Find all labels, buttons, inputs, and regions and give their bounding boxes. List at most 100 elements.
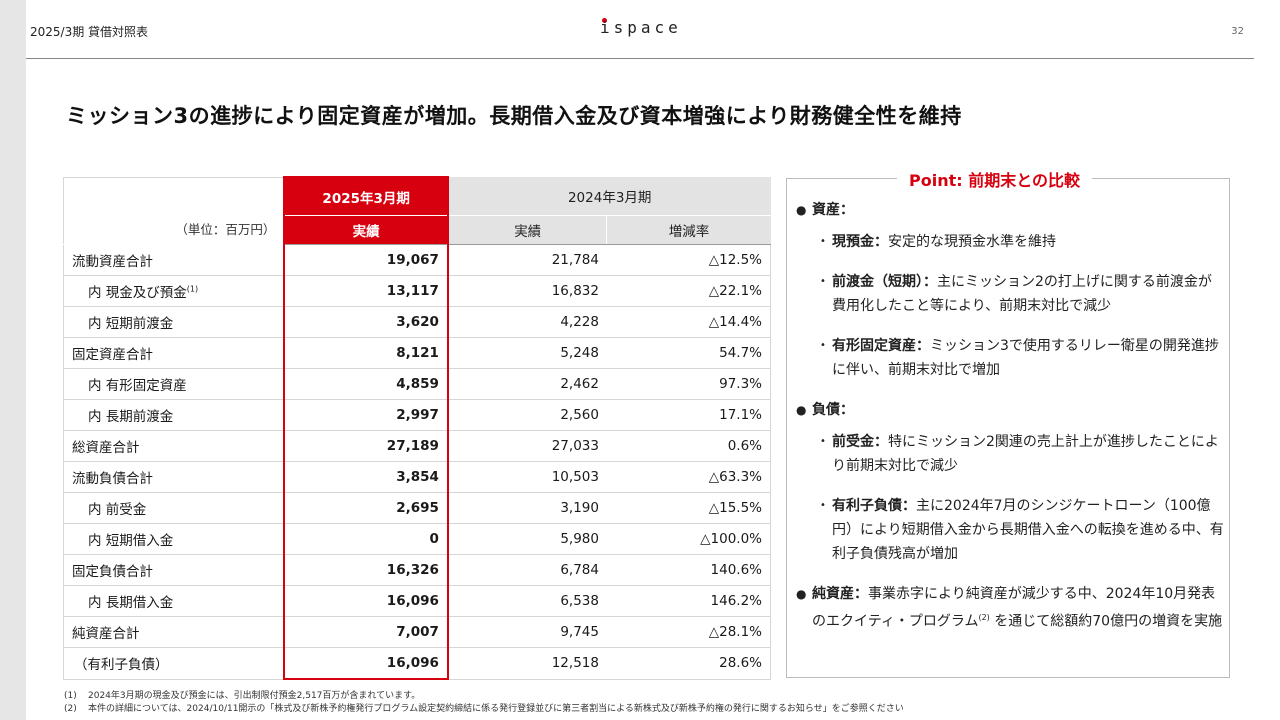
prior-value: 6,784 bbox=[447, 554, 607, 586]
current-value: 0 bbox=[283, 523, 449, 555]
table-row: 内 長期前渡金 2,997 2,560 17.1% bbox=[63, 399, 771, 431]
prior-value: 5,248 bbox=[447, 337, 607, 369]
prior-value: 2,462 bbox=[447, 368, 607, 400]
row-label: 固定資産合計 bbox=[63, 337, 285, 369]
change-value: 140.6% bbox=[606, 554, 771, 586]
row-label: 内 短期借入金 bbox=[63, 523, 285, 555]
current-value: 2,695 bbox=[283, 492, 449, 524]
prior-value: 21,784 bbox=[447, 244, 607, 276]
row-label: 総資産合計 bbox=[63, 430, 285, 462]
change-value: 54.7% bbox=[606, 337, 771, 369]
current-value: 16,096 bbox=[283, 585, 449, 617]
prior-value: 3,190 bbox=[447, 492, 607, 524]
table-row: 内 現金及び預金(1) 13,117 16,832 △22.1% bbox=[63, 275, 771, 307]
equity-bullet: ● 純資産：事業赤字により純資産が減少する中、2024年10月発表のエクイティ・… bbox=[796, 582, 1224, 634]
left-accent-bar bbox=[0, 0, 26, 720]
section-label: 2025/3期 貸借対照表 bbox=[30, 25, 149, 39]
row-label: 流動負債合計 bbox=[63, 461, 285, 493]
current-value: 16,096 bbox=[283, 647, 449, 680]
current-value: 19,067 bbox=[283, 244, 449, 276]
table-row: 流動資産合計 19,067 21,784 △12.5% bbox=[63, 244, 771, 276]
bullet-dot-icon: ● bbox=[796, 203, 807, 217]
current-value: 16,326 bbox=[283, 554, 449, 586]
change-value: 17.1% bbox=[606, 399, 771, 431]
row-label: 内 短期前渡金 bbox=[63, 306, 285, 338]
assets-sub-item: • 現預金：安定的な現預金水準を維持 bbox=[796, 230, 1224, 254]
table-row: 内 前受金 2,695 3,190 △15.5% bbox=[63, 492, 771, 524]
sub-bullet-icon: • bbox=[820, 436, 826, 447]
change-value: △15.5% bbox=[606, 492, 771, 524]
company-logo: ispace bbox=[600, 18, 682, 37]
change-value: △12.5% bbox=[606, 244, 771, 276]
prior-value: 12,518 bbox=[447, 647, 607, 680]
period-prior-header: 2024年3月期 bbox=[447, 177, 771, 216]
point-title: Point: 前期末との比較 bbox=[897, 167, 1093, 191]
row-label: 内 現金及び預金(1) bbox=[63, 275, 285, 307]
table-row: 内 短期借入金 0 5,980 △100.0% bbox=[63, 523, 771, 555]
row-label: 内 有形固定資産 bbox=[63, 368, 285, 400]
sub-bullet-icon: • bbox=[820, 236, 826, 247]
prior-value: 16,832 bbox=[447, 275, 607, 307]
current-value: 3,620 bbox=[283, 306, 449, 338]
row-label: 流動資産合計 bbox=[63, 244, 285, 276]
logo-dot-icon bbox=[602, 18, 607, 23]
balance-sheet-table: （単位：百万円） 2025年3月期 2024年3月期 実績 実績 増減率 流動資… bbox=[63, 176, 771, 680]
bullet-dot-icon: ● bbox=[796, 403, 807, 417]
sub-bullet-icon: • bbox=[820, 340, 826, 351]
current-value: 2,997 bbox=[283, 399, 449, 431]
sub-bullet-icon: • bbox=[820, 500, 826, 511]
assets-sub-item: • 有形固定資産：ミッション3で使用するリレー衛星の開発進捗に伴い、前期末対比で増… bbox=[796, 334, 1224, 382]
row-label: 内 前受金 bbox=[63, 492, 285, 524]
table-row: 内 短期前渡金 3,620 4,228 △14.4% bbox=[63, 306, 771, 338]
prior-value: 5,980 bbox=[447, 523, 607, 555]
actual-prior-header: 実績 bbox=[447, 215, 608, 245]
row-label: 内 長期前渡金 bbox=[63, 399, 285, 431]
liabilities-sub-item: • 有利子負債：主に2024年7月のシンジケートローン（100億円）により短期借入… bbox=[796, 494, 1224, 566]
actual-current-header: 実績 bbox=[283, 215, 449, 245]
prior-value: 6,538 bbox=[447, 585, 607, 617]
prior-value: 10,503 bbox=[447, 461, 607, 493]
prior-value: 9,745 bbox=[447, 616, 607, 648]
prior-value: 2,560 bbox=[447, 399, 607, 431]
current-value: 4,859 bbox=[283, 368, 449, 400]
change-value: △100.0% bbox=[606, 523, 771, 555]
change-value: △22.1% bbox=[606, 275, 771, 307]
prior-value: 27,033 bbox=[447, 430, 607, 462]
prior-value: 4,228 bbox=[447, 306, 607, 338]
current-value: 7,007 bbox=[283, 616, 449, 648]
table-row: 純資産合計 7,007 9,745 △28.1% bbox=[63, 616, 771, 648]
change-value: 146.2% bbox=[606, 585, 771, 617]
footnote-2: (2) 本件の詳細については、2024/10/11開示の「株式及び新株予約権発行プ… bbox=[64, 704, 904, 714]
row-label: 固定負債合計 bbox=[63, 554, 285, 586]
sub-bullet-icon: • bbox=[820, 276, 826, 287]
change-value: △14.4% bbox=[606, 306, 771, 338]
current-value: 8,121 bbox=[283, 337, 449, 369]
table-row: 総資産合計 27,189 27,033 0.6% bbox=[63, 430, 771, 462]
assets-bullet: ● 資産： bbox=[796, 198, 1224, 222]
period-current-header: 2025年3月期 bbox=[283, 176, 449, 216]
liabilities-sub-item: • 前受金：特にミッション2関連の売上計上が進捗したことにより前期末対比で減少 bbox=[796, 430, 1224, 478]
current-value: 3,854 bbox=[283, 461, 449, 493]
change-value: △28.1% bbox=[606, 616, 771, 648]
footnote-1: (1) 2024年3月期の現金及び預金には、引出制限付預金2,517百万が含まれて… bbox=[64, 691, 421, 701]
change-value: △63.3% bbox=[606, 461, 771, 493]
change-value: 0.6% bbox=[606, 430, 771, 462]
page-title: ミッション3の進捗により固定資産が増加。長期借入金及び資本増強により財務健全性を… bbox=[66, 104, 962, 128]
current-value: 27,189 bbox=[283, 430, 449, 462]
liabilities-bullet: ● 負債： bbox=[796, 398, 1224, 422]
table-row: 流動負債合計 3,854 10,503 △63.3% bbox=[63, 461, 771, 493]
point-content: ● 資産： • 現預金：安定的な現預金水準を維持 • 前渡金（短期）：主にミッション2… bbox=[796, 198, 1224, 642]
header-divider bbox=[26, 58, 1254, 59]
change-header: 増減率 bbox=[606, 215, 771, 245]
change-value: 97.3% bbox=[606, 368, 771, 400]
table-row: 内 長期借入金 16,096 6,538 146.2% bbox=[63, 585, 771, 617]
table-row: （有利子負債） 16,096 12,518 28.6% bbox=[63, 647, 771, 680]
bullet-dot-icon: ● bbox=[796, 587, 807, 601]
row-label: 内 長期借入金 bbox=[63, 585, 285, 617]
assets-sub-item: • 前渡金（短期）：主にミッション2の打上げに関する前渡金が費用化したこと等により… bbox=[796, 270, 1224, 318]
unit-label: （単位：百万円） bbox=[63, 176, 285, 245]
table-row: 固定資産合計 8,121 5,248 54.7% bbox=[63, 337, 771, 369]
table-row: 内 有形固定資産 4,859 2,462 97.3% bbox=[63, 368, 771, 400]
row-label: （有利子負債） bbox=[63, 647, 285, 680]
change-value: 28.6% bbox=[606, 647, 771, 680]
